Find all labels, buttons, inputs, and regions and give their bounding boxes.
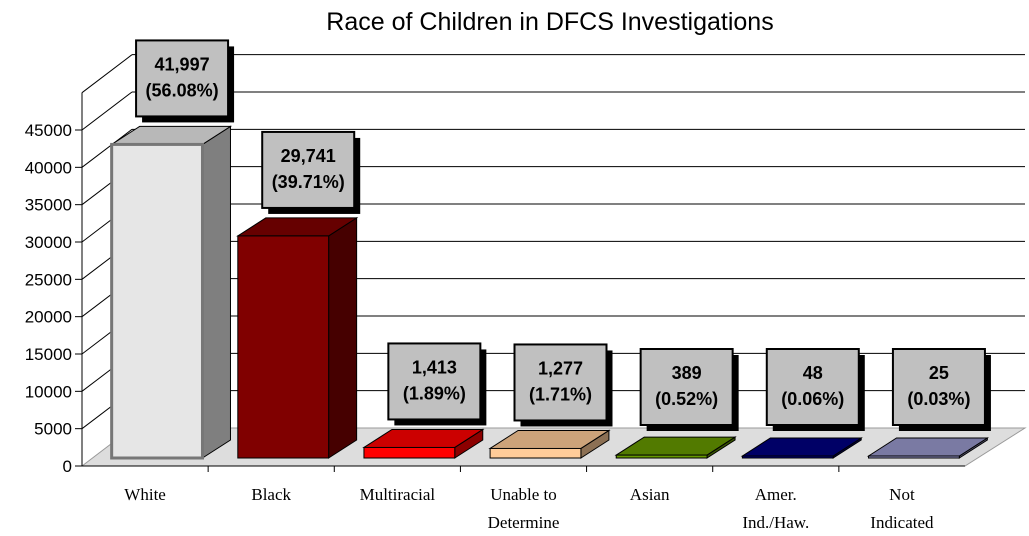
x-tick-label: Determine — [488, 513, 560, 532]
data-label-text: 29,741 — [281, 146, 336, 166]
bar-front — [741, 455, 834, 459]
data-label-box — [387, 342, 482, 421]
bar — [740, 437, 863, 459]
bar-side — [328, 217, 358, 459]
y-tick-label: 25000 — [25, 270, 72, 289]
x-tick-label: Black — [251, 485, 291, 504]
data-label-box — [891, 348, 986, 426]
x-tick-label: Unable to — [490, 485, 557, 504]
bar-side — [201, 125, 231, 459]
y-tick-label: 30000 — [25, 233, 72, 252]
x-tick-label: White — [124, 485, 166, 504]
data-label-box — [639, 348, 734, 426]
bar — [866, 437, 990, 459]
data-label-box — [765, 348, 860, 426]
data-label-text: (0.06%) — [781, 389, 844, 409]
data-label: 29,741 (39.71%) — [261, 130, 361, 214]
x-tick-label: Indicated — [870, 513, 934, 532]
data-label-text: (39.71%) — [272, 172, 345, 192]
x-tick-label: Asian — [630, 485, 670, 504]
data-label: 1,413 (1.89%) — [387, 342, 487, 426]
data-label-text: 25 — [929, 363, 949, 383]
x-tick-label: Amer. — [755, 485, 797, 504]
data-label-box — [261, 130, 356, 209]
data-label-text: (0.03%) — [907, 389, 970, 409]
y-tick-label: 5000 — [34, 420, 72, 439]
bar-front — [363, 446, 456, 459]
x-tick-label: Not — [889, 485, 915, 504]
gridline-side — [81, 54, 133, 94]
data-label-text: 1,277 — [538, 358, 583, 378]
x-tick-label: Multiracial — [360, 485, 436, 504]
data-label-box — [135, 39, 230, 118]
bar-front — [615, 454, 708, 459]
bar — [362, 428, 485, 459]
chart-title: Race of Children in DFCS Investigations — [326, 8, 773, 36]
bar-front — [237, 235, 330, 459]
bars — [109, 125, 990, 460]
data-label-text: (1.89%) — [403, 383, 466, 403]
data-label-text: (0.52%) — [655, 389, 718, 409]
data-label-text: 389 — [672, 363, 702, 383]
data-label: 389 (0.52%) — [639, 348, 739, 431]
bar-front — [489, 447, 582, 459]
data-label: 1,277 (1.71%) — [513, 343, 613, 427]
data-label: 25 (0.03%) — [891, 348, 991, 431]
bar — [488, 429, 611, 459]
data-label-text: (1.71%) — [529, 384, 592, 404]
data-label: 41,997 (56.08%) — [135, 39, 235, 123]
data-label-text: 1,413 — [412, 357, 457, 377]
x-tick-label: Ind./Haw. — [742, 513, 809, 532]
y-tick-label: 35000 — [25, 196, 72, 215]
y-tick-label: 40000 — [25, 158, 72, 177]
bar — [236, 217, 359, 459]
y-tick-label: 20000 — [25, 308, 72, 327]
bar-front — [110, 142, 204, 460]
bar — [109, 125, 233, 460]
data-label-text: 41,997 — [155, 54, 210, 74]
data-label-box — [513, 343, 608, 422]
y-tick-label: 15000 — [25, 345, 72, 364]
y-tick-label: 45000 — [25, 121, 72, 140]
data-label-text: 48 — [803, 363, 823, 383]
bar — [614, 436, 737, 459]
y-tick-label: 0 — [63, 457, 72, 476]
gridline-side — [81, 128, 133, 168]
bar-front — [868, 455, 960, 459]
data-label: 48 (0.06%) — [765, 348, 865, 431]
y-tick-label: 10000 — [25, 382, 72, 401]
data-label-text: (56.08%) — [146, 80, 219, 100]
gridline-side — [81, 91, 133, 131]
